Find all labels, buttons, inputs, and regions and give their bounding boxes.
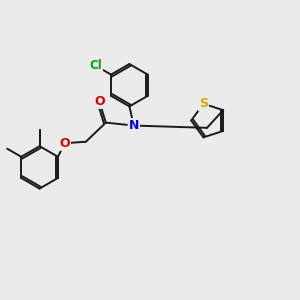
Text: O: O: [94, 95, 105, 108]
Text: N: N: [129, 119, 139, 132]
Text: S: S: [199, 97, 208, 110]
Text: Cl: Cl: [89, 59, 102, 72]
Text: O: O: [59, 137, 70, 150]
